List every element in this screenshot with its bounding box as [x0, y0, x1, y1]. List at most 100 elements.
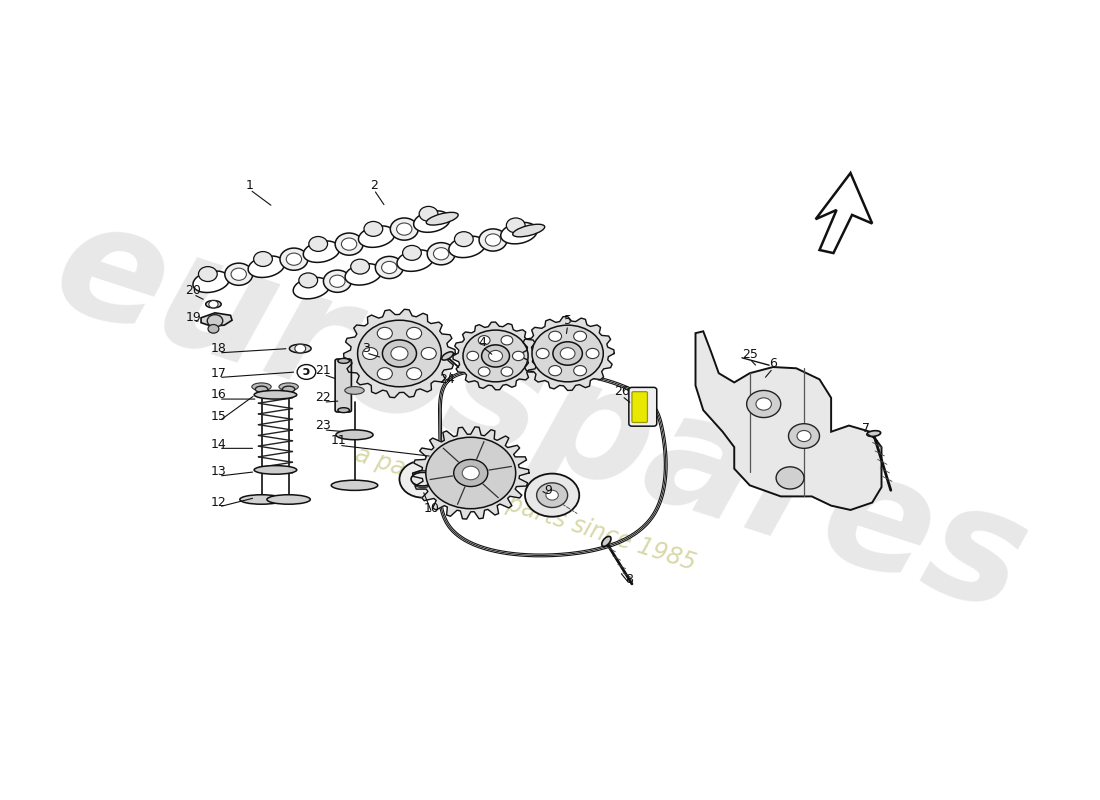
Text: 18: 18: [211, 342, 227, 355]
Ellipse shape: [279, 383, 298, 390]
Circle shape: [382, 262, 397, 274]
Text: 7: 7: [862, 422, 870, 435]
Ellipse shape: [500, 222, 537, 244]
Ellipse shape: [274, 258, 286, 268]
Circle shape: [525, 474, 580, 517]
Ellipse shape: [867, 430, 881, 437]
Ellipse shape: [267, 494, 310, 504]
Text: 2: 2: [370, 179, 377, 192]
Circle shape: [463, 330, 528, 382]
Circle shape: [537, 483, 568, 507]
Text: 11: 11: [331, 434, 346, 447]
Circle shape: [280, 248, 308, 270]
Circle shape: [377, 368, 393, 380]
Circle shape: [789, 424, 820, 448]
Ellipse shape: [301, 250, 314, 260]
Text: 12: 12: [211, 496, 227, 509]
Ellipse shape: [338, 408, 350, 413]
Circle shape: [427, 242, 455, 265]
Circle shape: [478, 336, 490, 345]
Ellipse shape: [427, 212, 459, 225]
Circle shape: [482, 345, 509, 367]
Circle shape: [747, 390, 781, 418]
Circle shape: [485, 234, 501, 246]
Circle shape: [453, 459, 487, 486]
Text: 19: 19: [186, 311, 201, 324]
Text: eurospares: eurospares: [36, 186, 1045, 646]
Ellipse shape: [283, 386, 295, 392]
Ellipse shape: [289, 344, 311, 353]
Circle shape: [560, 348, 575, 359]
Circle shape: [375, 256, 404, 278]
Circle shape: [363, 347, 377, 359]
Circle shape: [383, 340, 417, 367]
Ellipse shape: [414, 210, 450, 232]
Circle shape: [426, 438, 516, 509]
Circle shape: [390, 346, 408, 360]
Circle shape: [574, 366, 586, 376]
Ellipse shape: [513, 224, 544, 237]
Circle shape: [462, 466, 480, 480]
Text: 21: 21: [316, 364, 331, 377]
Polygon shape: [343, 310, 455, 398]
Circle shape: [358, 320, 441, 386]
Text: 5: 5: [563, 314, 572, 327]
Circle shape: [553, 342, 582, 365]
Ellipse shape: [246, 266, 258, 275]
Polygon shape: [412, 427, 529, 519]
Circle shape: [532, 325, 603, 382]
FancyBboxPatch shape: [631, 392, 648, 422]
Ellipse shape: [345, 264, 382, 285]
Ellipse shape: [442, 352, 453, 360]
Circle shape: [209, 301, 218, 308]
Circle shape: [574, 331, 586, 342]
Text: 13: 13: [211, 466, 227, 478]
Text: 9: 9: [544, 484, 552, 497]
Ellipse shape: [602, 536, 610, 546]
Circle shape: [421, 347, 437, 359]
Circle shape: [295, 344, 306, 353]
Text: a passion for parts since 1985: a passion for parts since 1985: [352, 442, 698, 575]
Circle shape: [390, 218, 418, 240]
Text: 24: 24: [440, 373, 455, 386]
Ellipse shape: [338, 358, 350, 363]
Circle shape: [586, 348, 600, 358]
Circle shape: [480, 229, 507, 251]
Polygon shape: [201, 313, 232, 326]
Ellipse shape: [219, 273, 231, 283]
Ellipse shape: [412, 221, 424, 230]
Ellipse shape: [474, 238, 485, 248]
Circle shape: [341, 238, 356, 250]
Ellipse shape: [344, 273, 356, 282]
Text: 6: 6: [769, 358, 777, 370]
Text: 23: 23: [316, 419, 331, 432]
Text: 4: 4: [478, 336, 486, 349]
Ellipse shape: [240, 494, 283, 504]
Polygon shape: [815, 173, 872, 253]
Ellipse shape: [192, 271, 230, 293]
Circle shape: [377, 327, 393, 339]
Text: 22: 22: [316, 391, 331, 404]
Circle shape: [537, 348, 549, 358]
Circle shape: [488, 350, 503, 362]
Ellipse shape: [329, 243, 341, 253]
Circle shape: [549, 331, 562, 342]
Circle shape: [411, 470, 433, 488]
Text: 10: 10: [425, 502, 440, 515]
Ellipse shape: [358, 235, 368, 246]
Circle shape: [756, 398, 771, 410]
Circle shape: [549, 366, 562, 376]
FancyBboxPatch shape: [336, 359, 351, 412]
Ellipse shape: [304, 241, 340, 262]
Circle shape: [433, 248, 449, 260]
Circle shape: [351, 259, 370, 274]
Circle shape: [798, 430, 811, 442]
Circle shape: [407, 368, 421, 380]
Circle shape: [224, 263, 253, 286]
Circle shape: [777, 467, 804, 489]
Ellipse shape: [254, 390, 297, 399]
Circle shape: [513, 351, 525, 361]
Circle shape: [397, 223, 411, 235]
Ellipse shape: [252, 383, 272, 390]
Circle shape: [208, 325, 219, 333]
